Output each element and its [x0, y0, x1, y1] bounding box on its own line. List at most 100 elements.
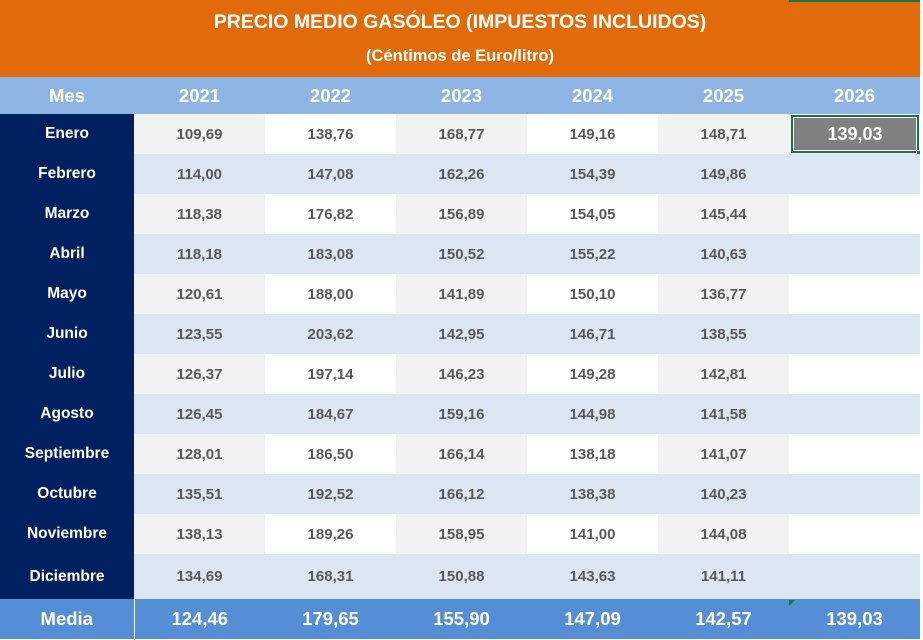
value-cell[interactable]	[789, 194, 920, 234]
header-year-2025[interactable]: 2025	[658, 77, 789, 114]
value-cell[interactable]: 138,55	[658, 314, 789, 354]
month-cell[interactable]: Marzo	[0, 194, 134, 234]
media-value[interactable]: 155,90	[396, 599, 527, 639]
value-cell[interactable]: 141,11	[658, 554, 789, 599]
month-cell[interactable]: Abril	[0, 234, 134, 274]
header-year-2024[interactable]: 2024	[527, 77, 658, 114]
value-cell[interactable]	[789, 154, 920, 194]
value-cell[interactable]: 138,38	[527, 474, 658, 514]
value-cell[interactable]: 118,18	[134, 234, 265, 274]
header-year-2023[interactable]: 2023	[396, 77, 527, 114]
value-cell[interactable]: 147,08	[265, 154, 396, 194]
selected-cell[interactable]: 139,03	[789, 114, 920, 154]
value-cell[interactable]: 123,55	[134, 314, 265, 354]
value-cell[interactable]: 148,71	[658, 114, 789, 154]
value-cell[interactable]: 155,22	[527, 234, 658, 274]
value-cell[interactable]: 134,69	[134, 554, 265, 599]
value-cell[interactable]: 154,39	[527, 154, 658, 194]
value-cell[interactable]: 136,77	[658, 274, 789, 314]
value-cell[interactable]	[789, 354, 920, 394]
value-cell[interactable]: 128,01	[134, 434, 265, 474]
header-year-2021[interactable]: 2021	[134, 77, 265, 114]
value-cell[interactable]: 197,14	[265, 354, 396, 394]
value-cell[interactable]: 140,63	[658, 234, 789, 274]
value-cell[interactable]: 168,77	[396, 114, 527, 154]
value-cell[interactable]: 150,10	[527, 274, 658, 314]
value-cell[interactable]	[789, 474, 920, 514]
value-cell[interactable]: 114,00	[134, 154, 265, 194]
value-cell[interactable]: 141,07	[658, 434, 789, 474]
value-cell[interactable]: 159,16	[396, 394, 527, 434]
value-cell[interactable]: 166,12	[396, 474, 527, 514]
media-value[interactable]: 142,57	[658, 599, 789, 639]
value-cell[interactable]: 184,67	[265, 394, 396, 434]
month-cell[interactable]: Mayo	[0, 274, 134, 314]
value-cell[interactable]: 145,44	[658, 194, 789, 234]
value-cell[interactable]: 135,51	[134, 474, 265, 514]
value-cell[interactable]: 118,38	[134, 194, 265, 234]
value-cell[interactable]	[789, 514, 920, 554]
value-cell[interactable]	[789, 274, 920, 314]
value-cell[interactable]: 149,28	[527, 354, 658, 394]
month-cell[interactable]: Diciembre	[0, 554, 134, 599]
value-cell[interactable]: 146,23	[396, 354, 527, 394]
month-cell[interactable]: Julio	[0, 354, 134, 394]
value-cell[interactable]	[789, 554, 920, 599]
month-cell[interactable]: Junio	[0, 314, 134, 354]
value-cell[interactable]: 176,82	[265, 194, 396, 234]
media-value[interactable]: 179,65	[265, 599, 396, 639]
media-value[interactable]: 124,46	[134, 599, 265, 639]
fill-handle[interactable]	[916, 150, 920, 154]
value-cell[interactable]	[789, 394, 920, 434]
value-cell[interactable]: 138,13	[134, 514, 265, 554]
value-cell[interactable]: 203,62	[265, 314, 396, 354]
value-cell[interactable]: 142,95	[396, 314, 527, 354]
month-cell[interactable]: Octubre	[0, 474, 134, 514]
value-cell[interactable]: 166,14	[396, 434, 527, 474]
value-cell[interactable]: 141,00	[527, 514, 658, 554]
value-cell[interactable]: 141,89	[396, 274, 527, 314]
value-cell[interactable]: 126,37	[134, 354, 265, 394]
value-cell[interactable]: 146,71	[527, 314, 658, 354]
value-cell[interactable]: 162,26	[396, 154, 527, 194]
value-cell[interactable]: 143,63	[527, 554, 658, 599]
month-cell[interactable]: Agosto	[0, 394, 134, 434]
value-cell[interactable]: 144,98	[527, 394, 658, 434]
month-cell[interactable]: Noviembre	[0, 514, 134, 554]
value-cell[interactable]: 126,45	[134, 394, 265, 434]
value-cell[interactable]: 149,86	[658, 154, 789, 194]
value-cell[interactable]: 138,18	[527, 434, 658, 474]
value-cell[interactable]: 142,81	[658, 354, 789, 394]
value-cell[interactable]: 141,58	[658, 394, 789, 434]
value-cell[interactable]: 186,50	[265, 434, 396, 474]
value-cell[interactable]: 158,95	[396, 514, 527, 554]
media-label[interactable]: Media	[0, 599, 135, 639]
value-cell[interactable]	[789, 434, 920, 474]
month-cell[interactable]: Septiembre	[0, 434, 134, 474]
header-mes[interactable]: Mes	[0, 77, 134, 114]
month-cell[interactable]: Enero	[0, 114, 134, 154]
value-cell[interactable]: 109,69	[134, 114, 265, 154]
selected-value[interactable]: 139,03	[791, 115, 919, 153]
value-cell[interactable]: 156,89	[396, 194, 527, 234]
header-year-2022[interactable]: 2022	[265, 77, 396, 114]
value-cell[interactable]: 150,52	[396, 234, 527, 274]
value-cell[interactable]: 138,76	[265, 114, 396, 154]
media-value[interactable]: 139,03	[789, 599, 920, 639]
value-cell[interactable]: 189,26	[265, 514, 396, 554]
media-value[interactable]: 147,09	[527, 599, 658, 639]
value-cell[interactable]: 144,08	[658, 514, 789, 554]
value-cell[interactable]: 120,61	[134, 274, 265, 314]
value-cell[interactable]	[789, 234, 920, 274]
month-cell[interactable]: Febrero	[0, 154, 134, 194]
value-cell[interactable]: 150,88	[396, 554, 527, 599]
value-cell[interactable]: 140,23	[658, 474, 789, 514]
value-cell[interactable]: 149,16	[527, 114, 658, 154]
value-cell[interactable]: 192,52	[265, 474, 396, 514]
value-cell[interactable]: 168,31	[265, 554, 396, 599]
value-cell[interactable]: 183,08	[265, 234, 396, 274]
header-year-2026[interactable]: 2026	[789, 77, 920, 114]
value-cell[interactable]	[789, 314, 920, 354]
value-cell[interactable]: 188,00	[265, 274, 396, 314]
value-cell[interactable]: 154,05	[527, 194, 658, 234]
